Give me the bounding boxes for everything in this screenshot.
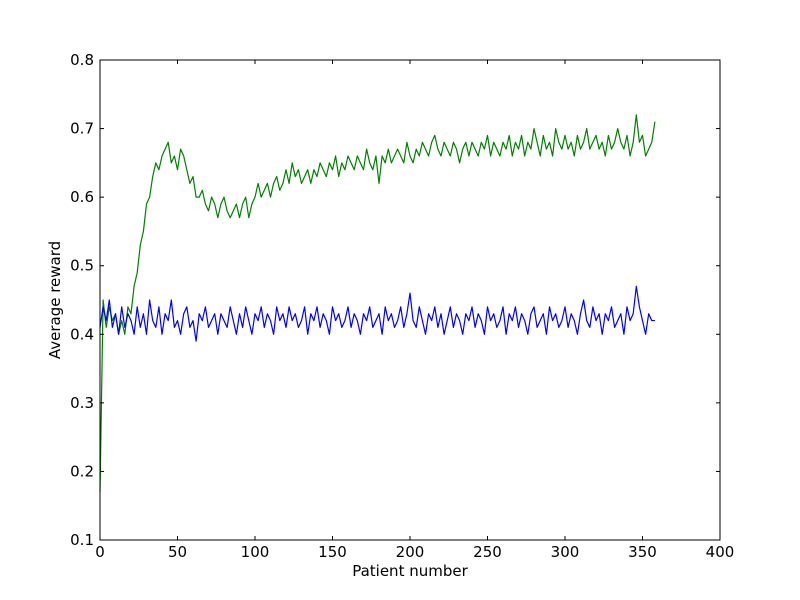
- x-tick-label: 150: [318, 543, 347, 561]
- y-tick-label: 0.7: [70, 120, 94, 138]
- x-tick-label: 200: [396, 543, 425, 561]
- x-tick-label: 100: [241, 543, 270, 561]
- x-tick-label: 400: [706, 543, 735, 561]
- series-line-1: [99, 285, 655, 342]
- y-axis-label: Average reward: [46, 241, 64, 359]
- series-line-0: [99, 114, 656, 493]
- y-tick-label: 0.5: [70, 257, 94, 275]
- y-tick-label: 0.1: [70, 531, 94, 549]
- x-axis: 0 50 100 150 200 250 300 350 400: [95, 60, 734, 561]
- x-tick-label: 250: [473, 543, 502, 561]
- x-tick-label: 50: [168, 543, 187, 561]
- x-tick-label: 350: [628, 543, 657, 561]
- y-axis: 0.1 0.2 0.3 0.4 0.5 0.6 0.7 0.8: [70, 51, 720, 549]
- y-tick-label: 0.2: [70, 462, 94, 480]
- x-tick-label: 0: [95, 543, 105, 561]
- x-axis-label: Patient number: [352, 562, 468, 580]
- series-layer: [99, 114, 656, 493]
- y-tick-label: 0.4: [70, 325, 94, 343]
- y-tick-label: 0.3: [70, 394, 94, 412]
- y-tick-label: 0.8: [70, 51, 94, 69]
- x-tick-label: 300: [551, 543, 580, 561]
- y-tick-label: 0.6: [70, 188, 94, 206]
